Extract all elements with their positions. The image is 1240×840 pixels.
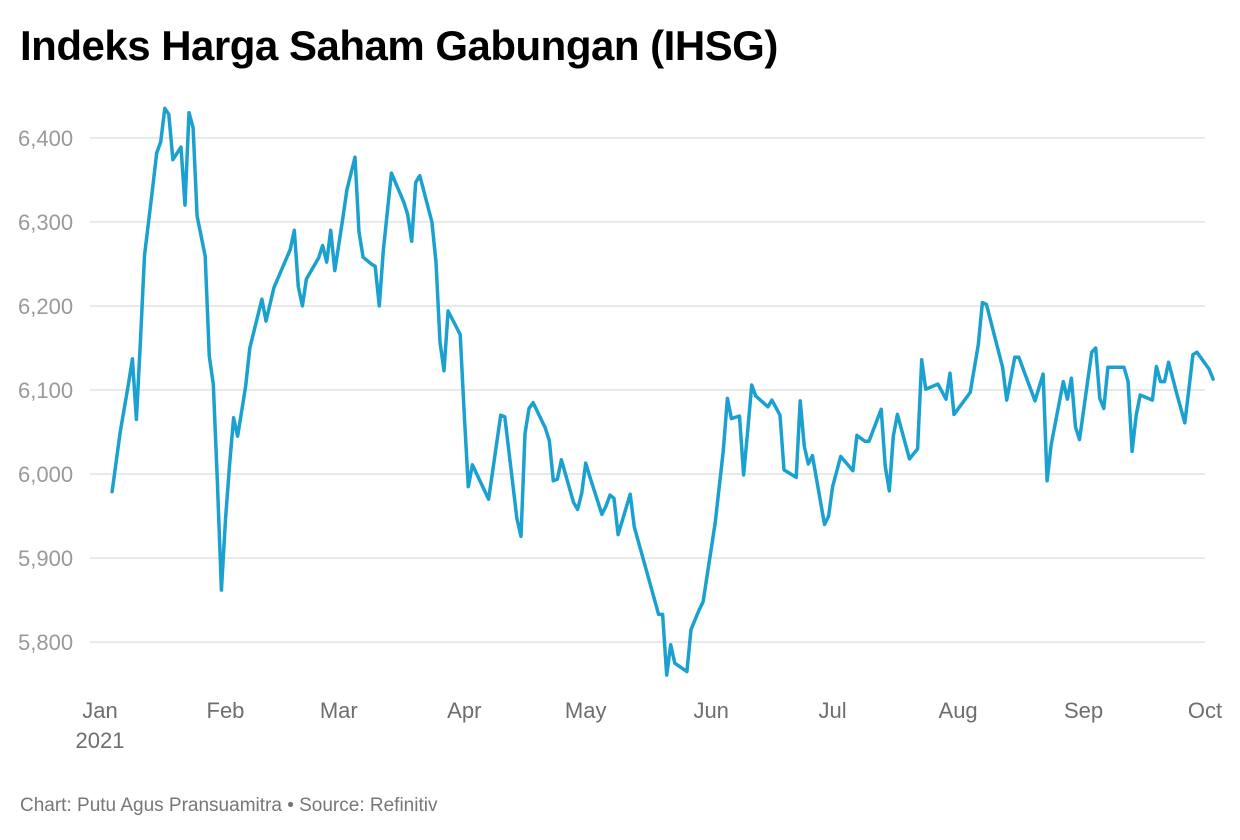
chart-credit: Chart: Putu Agus Pransuamitra • Source: … [20, 795, 438, 816]
y-tick-label: 6,400 [18, 126, 73, 151]
x-tick-label: Oct [1188, 698, 1222, 723]
x-tick-label: Sep [1064, 698, 1103, 723]
x-tick-label: Apr [447, 698, 481, 723]
x-tick-year-label: 2021 [76, 728, 125, 753]
x-tick-label: Jun [693, 698, 728, 723]
y-tick-label: 6,200 [18, 294, 73, 319]
y-tick-label: 5,900 [18, 546, 73, 571]
x-tick-label: Jul [819, 698, 847, 723]
x-tick-label: Jan [82, 698, 117, 723]
x-tick-label: May [565, 698, 607, 723]
line-chart: 5,800 5,900 6,000 6,100 6,200 6,300 6,400 Jan F… [18, 106, 1223, 753]
y-tick-label: 6,000 [18, 462, 73, 487]
y-tick-label: 6,300 [18, 210, 73, 235]
x-tick-label: Mar [320, 698, 358, 723]
x-axis-ticks: Jan Feb Mar Apr May Jun Jul Aug Sep Oct 2021 [76, 698, 1223, 753]
y-tick-label: 5,800 [18, 630, 73, 655]
y-axis-ticks: 5,800 5,900 6,000 6,100 6,200 6,300 6,400 [18, 126, 73, 655]
x-tick-label: Feb [207, 698, 245, 723]
series-layer [110, 106, 1215, 677]
y-tick-label: 6,100 [18, 378, 73, 403]
series-line [110, 106, 1215, 677]
chart-title: Indeks Harga Saham Gabungan (IHSG) [20, 22, 778, 69]
x-tick-label: Aug [939, 698, 978, 723]
grid-lines [90, 137, 1205, 643]
